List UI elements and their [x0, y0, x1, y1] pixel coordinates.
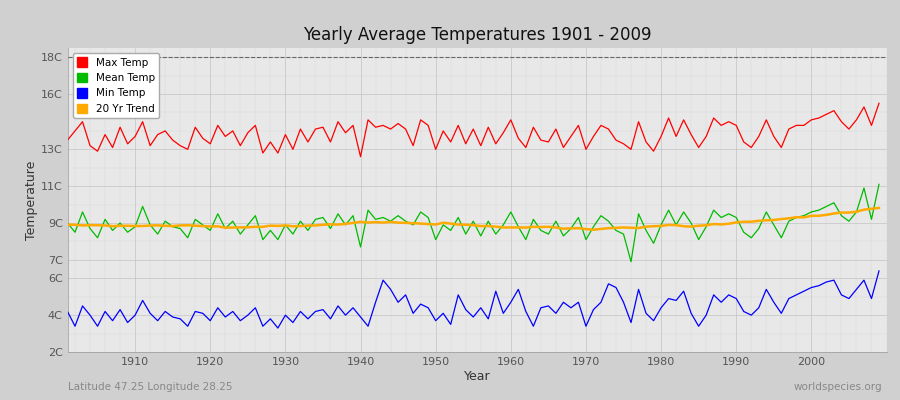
- Title: Yearly Average Temperatures 1901 - 2009: Yearly Average Temperatures 1901 - 2009: [302, 26, 652, 44]
- X-axis label: Year: Year: [464, 370, 490, 383]
- Text: Latitude 47.25 Longitude 28.25: Latitude 47.25 Longitude 28.25: [68, 382, 232, 392]
- Text: worldspecies.org: worldspecies.org: [794, 382, 882, 392]
- Legend: Max Temp, Mean Temp, Min Temp, 20 Yr Trend: Max Temp, Mean Temp, Min Temp, 20 Yr Tre…: [73, 53, 159, 118]
- Y-axis label: Temperature: Temperature: [25, 160, 38, 240]
